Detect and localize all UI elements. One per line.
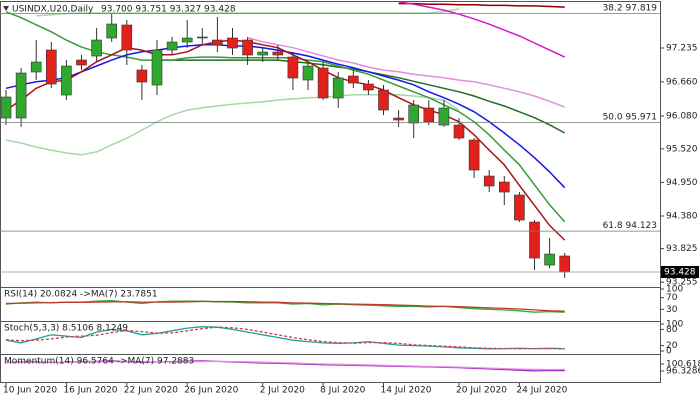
candle-body	[76, 59, 87, 66]
candle-body	[15, 72, 27, 119]
candle-body	[317, 67, 329, 99]
candle-body	[544, 253, 555, 266]
y-tick-label: 100	[666, 285, 683, 295]
candle-body	[61, 65, 72, 96]
candle-body	[242, 39, 253, 56]
x-tick-label: 16 Jun 2020	[63, 386, 117, 396]
indicator-label: RSI(14) 20.0824 ->MA(7) 23.7851	[4, 290, 158, 300]
candle-body	[559, 255, 571, 273]
candle-body	[227, 37, 238, 49]
candle-body	[529, 221, 540, 259]
y-tick-label: 96.080	[666, 111, 698, 121]
moving-average-line	[36, 8, 460, 17]
candle-body	[106, 23, 117, 39]
fibonacci-value: 95.971	[626, 112, 658, 122]
fibonacci-label: 38.2 97.819	[603, 3, 658, 13]
indicator-label: Momentum(14) 96.5764 ->MA(7) 97.2883	[4, 357, 194, 367]
moving-average-line	[398, 2, 566, 58]
indicator-line	[5, 299, 565, 313]
candle-body	[423, 107, 435, 123]
moving-average-line	[247, 36, 565, 108]
fibonacci-ratio: 61.8	[603, 221, 623, 231]
candle-body	[514, 194, 525, 221]
indicator-label: Stoch(5,3,3) 8.5106 8.1249	[4, 324, 128, 334]
candle-body	[136, 69, 148, 83]
y-tick-label: 0	[666, 347, 672, 357]
symbol-icon	[3, 6, 9, 11]
moving-average-line	[398, 2, 565, 8]
candle-body	[166, 41, 178, 51]
y-tick-label: 96.3286	[666, 366, 700, 376]
y-tick-label: 93.255	[666, 278, 698, 288]
candle-body	[272, 51, 284, 56]
last-price-box	[661, 265, 699, 278]
last-price-label: 93.428	[664, 267, 696, 277]
indicator-line	[5, 360, 565, 371]
y-tick-label: 100.6185	[666, 359, 700, 369]
candle-body	[498, 181, 510, 193]
y-tick-label: 20	[666, 341, 678, 351]
x-tick-label: 22 Jun 2020	[124, 386, 178, 396]
candle-body	[45, 49, 57, 85]
candle-body	[363, 83, 374, 91]
candle-body	[30, 61, 42, 73]
x-tick-label: 8 Jul 2020	[320, 386, 365, 396]
fibonacci-label: 50.0 95.971	[603, 112, 657, 122]
candle-body	[347, 75, 359, 84]
candle-body	[302, 65, 314, 81]
candle-body	[408, 104, 420, 124]
candle-body	[468, 139, 480, 171]
y-tick-label: 80	[666, 325, 678, 335]
moving-average-line	[5, 39, 566, 241]
y-tick-label: 95.520	[666, 144, 698, 154]
x-tick-label: 2 Jul 2020	[260, 386, 305, 396]
candle-body	[483, 175, 495, 187]
candle-body	[378, 89, 389, 111]
candle-body	[438, 107, 450, 126]
y-tick-label: 30	[666, 305, 678, 315]
fibonacci-ratio: 38.2	[603, 3, 623, 13]
main-plot	[0, 2, 571, 278]
candle-body	[257, 51, 269, 56]
fibonacci-label: 61.8 94.123	[603, 221, 657, 231]
candle-body	[332, 77, 344, 99]
candle-body	[197, 36, 208, 39]
y-tick-label: 96.660	[666, 77, 698, 87]
fibonacci-value: 97.819	[626, 3, 658, 13]
indicator-line	[5, 326, 565, 350]
candle-body	[91, 39, 102, 57]
candle-body	[212, 39, 223, 46]
y-tick-label: 93.825	[666, 244, 698, 254]
chart-title: USINDX,U20,Daily	[12, 5, 94, 15]
ohlc-text: 93.700 93.751 93.327 93.428	[101, 5, 236, 15]
y-tick-label: 94.380	[666, 211, 698, 221]
y-tick-label: 97.235	[666, 44, 698, 54]
candle-body	[287, 56, 299, 79]
candle-body	[0, 96, 12, 119]
candle-body	[453, 124, 465, 139]
indicator-line	[5, 326, 565, 350]
x-tick-label: 20 Jul 2020	[456, 386, 507, 396]
fibonacci-ratio: 50.0	[603, 112, 623, 122]
x-tick-label: 14 Jul 2020	[381, 386, 432, 396]
y-tick-label: 94.950	[666, 178, 698, 188]
candle-body	[393, 117, 404, 121]
x-tick-label: 26 Jun 2020	[184, 386, 238, 396]
fibonacci-value: 94.123	[626, 221, 658, 231]
y-tick-label: 70	[666, 293, 678, 303]
candle-body	[151, 49, 163, 86]
panel-frame	[0, 354, 661, 383]
candle-body	[181, 37, 193, 43]
candle-body	[121, 24, 133, 51]
indicator-line	[5, 300, 565, 312]
x-tick-label: 24 Jul 2020	[516, 386, 567, 396]
y-tick-label: 100	[666, 320, 683, 330]
x-tick-label: 10 Jun 2020	[3, 386, 57, 396]
